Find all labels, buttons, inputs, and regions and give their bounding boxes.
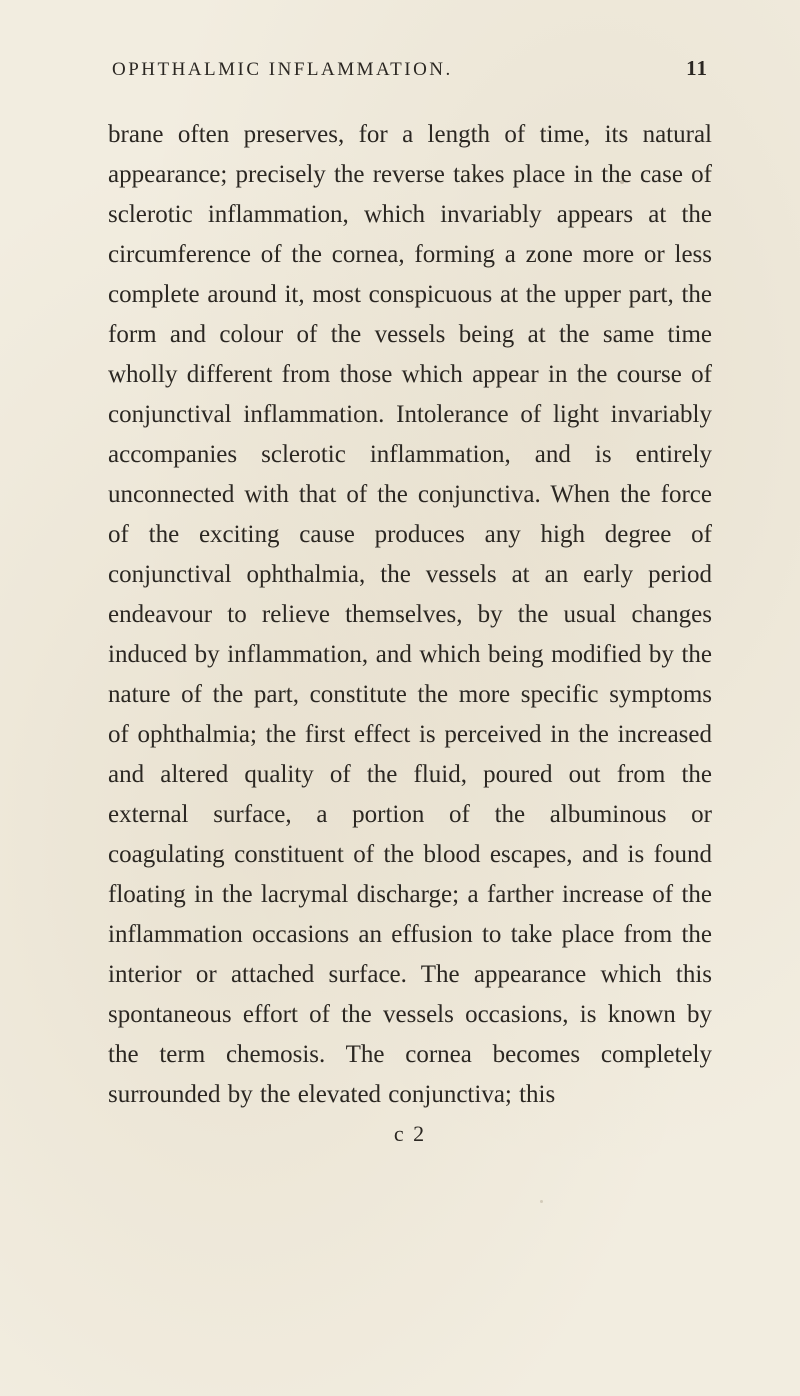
page-number: 11	[686, 56, 708, 81]
running-head: OPHTHALMIC INFLAMMATION. 11	[108, 56, 712, 81]
body-paragraph: brane often preserves, for a length of t…	[108, 115, 712, 1115]
signature-mark: c 2	[108, 1121, 712, 1147]
page: OPHTHALMIC INFLAMMATION. 11 brane often …	[0, 0, 800, 1396]
paper-speck	[150, 900, 153, 903]
paper-speck	[620, 180, 624, 184]
paper-speck	[540, 1200, 543, 1203]
running-title: OPHTHALMIC INFLAMMATION.	[112, 59, 453, 81]
